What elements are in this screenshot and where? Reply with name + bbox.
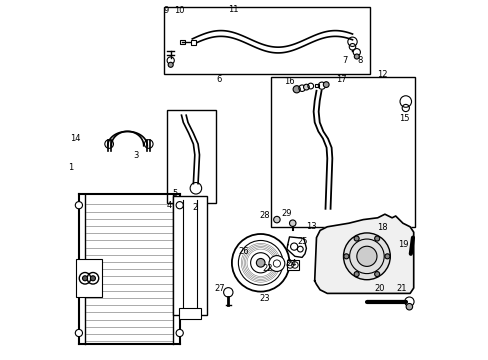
- Circle shape: [292, 86, 300, 93]
- Circle shape: [75, 329, 82, 337]
- Bar: [271, 77, 415, 227]
- Circle shape: [289, 220, 295, 226]
- Bar: [191, 40, 195, 45]
- Text: 22: 22: [262, 264, 273, 273]
- Text: 2: 2: [192, 202, 198, 212]
- Text: 17: 17: [335, 76, 346, 85]
- Text: 8: 8: [357, 56, 363, 65]
- Bar: [179, 40, 184, 44]
- Text: 16: 16: [284, 77, 294, 86]
- Circle shape: [256, 258, 264, 267]
- Circle shape: [343, 254, 348, 259]
- Text: 26: 26: [238, 248, 248, 256]
- Bar: [76, 259, 102, 297]
- Circle shape: [374, 271, 379, 276]
- Circle shape: [176, 202, 183, 209]
- Text: 7: 7: [342, 56, 347, 65]
- Text: 13: 13: [305, 222, 316, 231]
- Text: 1: 1: [68, 163, 74, 172]
- Bar: [179, 308, 200, 319]
- Text: 6: 6: [215, 76, 221, 85]
- Text: 19: 19: [397, 240, 407, 248]
- Text: 29: 29: [281, 209, 292, 217]
- Circle shape: [356, 246, 376, 266]
- Text: 15: 15: [399, 114, 409, 122]
- Text: 4: 4: [166, 201, 171, 210]
- Circle shape: [323, 82, 328, 87]
- Text: 21: 21: [395, 284, 406, 293]
- Circle shape: [75, 202, 82, 209]
- Circle shape: [90, 276, 95, 281]
- Bar: [172, 196, 206, 315]
- Text: 18: 18: [376, 223, 386, 232]
- Circle shape: [268, 256, 284, 271]
- Circle shape: [303, 84, 309, 90]
- Bar: [286, 260, 299, 270]
- Text: 25: 25: [297, 238, 307, 247]
- Text: 28: 28: [259, 211, 269, 220]
- Circle shape: [82, 276, 87, 281]
- Text: 14: 14: [70, 134, 81, 143]
- Text: 11: 11: [227, 5, 238, 14]
- Circle shape: [176, 329, 183, 337]
- Bar: [167, 110, 215, 203]
- Text: 10: 10: [173, 6, 184, 15]
- Bar: [314, 84, 318, 87]
- Text: 9: 9: [163, 6, 169, 15]
- Text: 20: 20: [374, 284, 385, 293]
- Circle shape: [374, 236, 379, 241]
- Bar: [163, 7, 370, 74]
- Text: 23: 23: [259, 294, 269, 303]
- Circle shape: [273, 216, 280, 223]
- Circle shape: [354, 54, 359, 59]
- Polygon shape: [314, 214, 413, 293]
- Polygon shape: [286, 237, 306, 257]
- Text: 27: 27: [214, 284, 224, 293]
- Circle shape: [353, 271, 358, 276]
- Circle shape: [168, 62, 173, 67]
- Text: 3: 3: [133, 152, 138, 161]
- Circle shape: [343, 233, 389, 280]
- Circle shape: [384, 254, 389, 259]
- Text: 12: 12: [376, 71, 386, 80]
- Circle shape: [353, 236, 358, 241]
- Circle shape: [406, 303, 412, 310]
- Text: 5: 5: [172, 189, 178, 198]
- Text: 24: 24: [286, 259, 297, 268]
